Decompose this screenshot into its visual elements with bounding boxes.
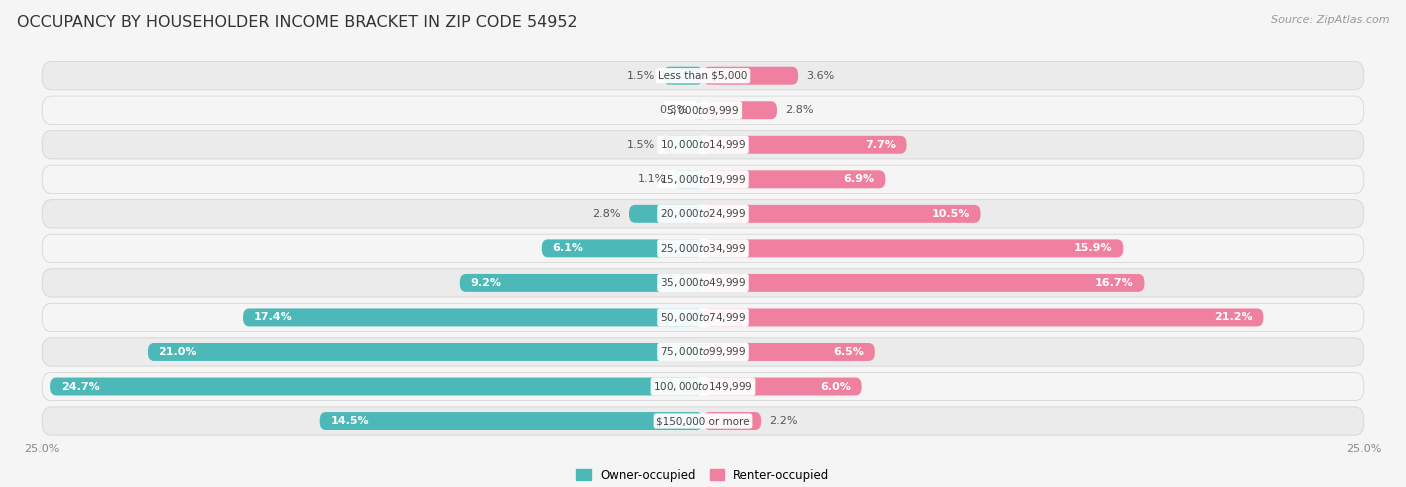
FancyBboxPatch shape [42, 269, 1364, 297]
Text: 16.7%: 16.7% [1095, 278, 1133, 288]
Text: $15,000 to $19,999: $15,000 to $19,999 [659, 173, 747, 186]
Text: $10,000 to $14,999: $10,000 to $14,999 [659, 138, 747, 151]
FancyBboxPatch shape [42, 165, 1364, 193]
Text: 7.7%: 7.7% [865, 140, 896, 150]
Text: $75,000 to $99,999: $75,000 to $99,999 [659, 345, 747, 358]
FancyBboxPatch shape [673, 170, 703, 188]
Text: 3.6%: 3.6% [806, 71, 834, 81]
Text: Less than $5,000: Less than $5,000 [658, 71, 748, 81]
FancyBboxPatch shape [664, 136, 703, 154]
FancyBboxPatch shape [42, 96, 1364, 124]
FancyBboxPatch shape [703, 343, 875, 361]
Text: $20,000 to $24,999: $20,000 to $24,999 [659, 207, 747, 220]
FancyBboxPatch shape [42, 200, 1364, 228]
Text: Source: ZipAtlas.com: Source: ZipAtlas.com [1271, 15, 1389, 25]
Text: 9.2%: 9.2% [471, 278, 502, 288]
Text: 24.7%: 24.7% [60, 381, 100, 392]
Text: 17.4%: 17.4% [253, 313, 292, 322]
FancyBboxPatch shape [42, 131, 1364, 159]
Text: $35,000 to $49,999: $35,000 to $49,999 [659, 277, 747, 289]
Text: 2.8%: 2.8% [785, 105, 814, 115]
Text: $5,000 to $9,999: $5,000 to $9,999 [666, 104, 740, 117]
FancyBboxPatch shape [695, 101, 703, 119]
Text: 14.5%: 14.5% [330, 416, 368, 426]
FancyBboxPatch shape [541, 240, 703, 257]
FancyBboxPatch shape [703, 377, 862, 395]
Text: 6.1%: 6.1% [553, 244, 583, 253]
Text: 2.2%: 2.2% [769, 416, 797, 426]
Text: 21.2%: 21.2% [1215, 313, 1253, 322]
FancyBboxPatch shape [703, 274, 1144, 292]
FancyBboxPatch shape [703, 412, 761, 430]
FancyBboxPatch shape [243, 308, 703, 326]
Text: 10.5%: 10.5% [932, 209, 970, 219]
FancyBboxPatch shape [42, 407, 1364, 435]
Text: 6.0%: 6.0% [820, 381, 851, 392]
Text: 6.9%: 6.9% [844, 174, 875, 184]
FancyBboxPatch shape [703, 240, 1123, 257]
Text: $150,000 or more: $150,000 or more [657, 416, 749, 426]
Text: $50,000 to $74,999: $50,000 to $74,999 [659, 311, 747, 324]
FancyBboxPatch shape [703, 308, 1264, 326]
Text: 21.0%: 21.0% [159, 347, 197, 357]
FancyBboxPatch shape [319, 412, 703, 430]
FancyBboxPatch shape [703, 67, 799, 85]
Text: $100,000 to $149,999: $100,000 to $149,999 [654, 380, 752, 393]
FancyBboxPatch shape [664, 67, 703, 85]
Text: 6.5%: 6.5% [834, 347, 865, 357]
Text: 15.9%: 15.9% [1074, 244, 1112, 253]
FancyBboxPatch shape [51, 377, 703, 395]
FancyBboxPatch shape [703, 101, 778, 119]
FancyBboxPatch shape [460, 274, 703, 292]
FancyBboxPatch shape [703, 205, 980, 223]
Text: 1.5%: 1.5% [627, 71, 655, 81]
FancyBboxPatch shape [42, 234, 1364, 262]
Text: $25,000 to $34,999: $25,000 to $34,999 [659, 242, 747, 255]
FancyBboxPatch shape [42, 373, 1364, 401]
FancyBboxPatch shape [628, 205, 703, 223]
Text: 1.1%: 1.1% [638, 174, 666, 184]
FancyBboxPatch shape [42, 303, 1364, 332]
Text: OCCUPANCY BY HOUSEHOLDER INCOME BRACKET IN ZIP CODE 54952: OCCUPANCY BY HOUSEHOLDER INCOME BRACKET … [17, 15, 578, 30]
FancyBboxPatch shape [148, 343, 703, 361]
FancyBboxPatch shape [42, 338, 1364, 366]
Text: 2.8%: 2.8% [592, 209, 621, 219]
Text: 1.5%: 1.5% [627, 140, 655, 150]
FancyBboxPatch shape [703, 170, 886, 188]
FancyBboxPatch shape [703, 136, 907, 154]
Text: 0.3%: 0.3% [659, 105, 688, 115]
FancyBboxPatch shape [42, 61, 1364, 90]
Legend: Owner-occupied, Renter-occupied: Owner-occupied, Renter-occupied [576, 469, 830, 482]
